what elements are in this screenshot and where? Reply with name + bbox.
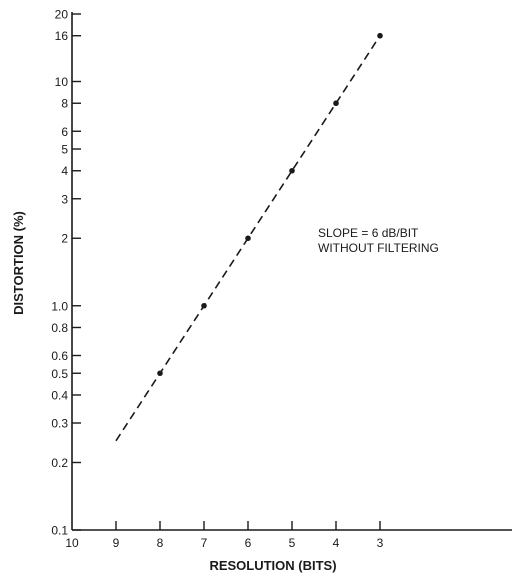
x-tick-label: 8 [157, 536, 164, 550]
plot-area [115, 32, 383, 442]
y-tick-label: 16 [55, 29, 69, 43]
data-point [201, 302, 207, 309]
y-tick-label: 2 [61, 232, 68, 246]
x-tick-label: 7 [201, 536, 208, 550]
x-tick-label: 3 [377, 536, 384, 550]
y-tick-label: 0.3 [51, 417, 68, 431]
y-tick-label: 0.1 [51, 524, 68, 538]
x-tick-label: 5 [289, 536, 296, 550]
slope-annotation: SLOPE = 6 dB/BIT [318, 226, 419, 240]
y-tick-label: 3 [61, 192, 68, 206]
y-ticks: 0.1 0.2 0.3 0.4 0.5 0.6 0.8 1.0 2 3 4 5 6 8 10 16 20 [51, 8, 81, 538]
data-point [377, 32, 383, 39]
y-axis: 0.1 0.2 0.3 0.4 0.5 0.6 0.8 1.0 2 3 4 5 6 8 10 16 20 [51, 8, 81, 538]
y-tick-label: 0.6 [51, 349, 68, 363]
y-tick-label: 1.0 [51, 299, 68, 313]
x-axis-title: RESOLUTION (BITS) [209, 558, 336, 573]
x-tick-label: 6 [245, 536, 252, 550]
y-tick-label: 5 [61, 143, 68, 157]
filtering-annotation: WITHOUT FILTERING [318, 241, 439, 255]
y-tick-label: 0.8 [51, 321, 68, 335]
data-point [333, 100, 339, 107]
y-tick-label: 0.4 [51, 388, 68, 402]
x-tick-label: 10 [65, 536, 79, 550]
y-tick-label: 10 [55, 75, 69, 89]
y-tick-label: 8 [61, 97, 68, 111]
x-axis: 10 9 8 7 6 5 4 3 [65, 521, 512, 550]
y-tick-label: 4 [61, 164, 68, 178]
y-axis-title: DISTORTION (%) [11, 211, 26, 315]
data-point [157, 370, 163, 377]
x-tick-label: 9 [113, 536, 120, 550]
y-tick-label: 0.5 [51, 367, 68, 381]
data-point [245, 235, 251, 242]
y-tick-label: 6 [61, 125, 68, 139]
y-tick-label: 20 [55, 8, 69, 22]
x-ticks: 10 9 8 7 6 5 4 3 [65, 521, 384, 550]
y-tick-label: 0.2 [51, 456, 68, 470]
x-tick-label: 4 [333, 536, 340, 550]
data-point [289, 167, 295, 174]
